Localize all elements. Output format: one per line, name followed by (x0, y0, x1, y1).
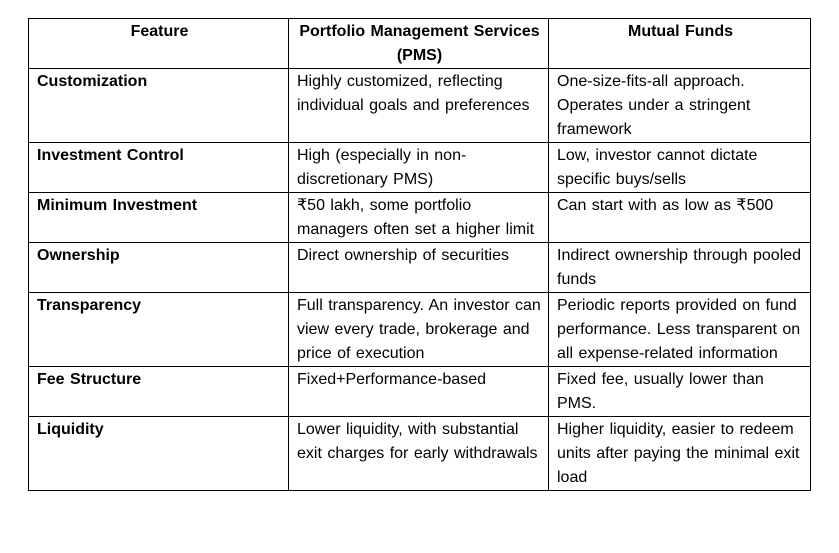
mf-cell: Low, investor cannot dictate specific bu… (548, 142, 811, 193)
table-row: Ownership Direct ownership of securities… (28, 242, 811, 293)
pms-cell: Highly customized, reflecting individual… (288, 68, 549, 143)
pms-cell: Fixed+Performance-based (288, 366, 549, 417)
pms-cell: High (especially in non-discretionary PM… (288, 142, 549, 193)
mf-cell: One-size-fits-all approach. Operates und… (548, 68, 811, 143)
header-mutual-funds: Mutual Funds (548, 18, 811, 69)
pms-cell: ₹50 lakh, some portfolio managers often … (288, 192, 549, 243)
feature-cell: Minimum Investment (28, 192, 289, 243)
comparison-table: Feature Portfolio Management Services (P… (28, 18, 811, 491)
table-row: Fee Structure Fixed+Performance-based Fi… (28, 366, 811, 417)
table-row: Customization Highly customized, reflect… (28, 68, 811, 143)
pms-cell: Direct ownership of securities (288, 242, 549, 293)
feature-cell: Customization (28, 68, 289, 143)
table-row: Transparency Full transparency. An inves… (28, 292, 811, 367)
pms-cell: Full transparency. An investor can view … (288, 292, 549, 367)
feature-cell: Transparency (28, 292, 289, 367)
feature-cell: Investment Control (28, 142, 289, 193)
feature-cell: Liquidity (28, 416, 289, 491)
table-row: Investment Control High (especially in n… (28, 142, 811, 193)
mf-cell: Can start with as low as ₹500 (548, 192, 811, 243)
pms-cell: Lower liquidity, with substantial exit c… (288, 416, 549, 491)
mf-cell: Periodic reports provided on fund perfor… (548, 292, 811, 367)
table-row: Liquidity Lower liquidity, with substant… (28, 416, 811, 491)
mf-cell: Fixed fee, usually lower than PMS. (548, 366, 811, 417)
feature-cell: Ownership (28, 242, 289, 293)
mf-cell: Indirect ownership through pooled funds (548, 242, 811, 293)
mf-cell: Higher liquidity, easier to redeem units… (548, 416, 811, 491)
header-pms: Portfolio Management Services (PMS) (288, 18, 549, 69)
header-row: Feature Portfolio Management Services (P… (28, 18, 811, 69)
feature-cell: Fee Structure (28, 366, 289, 417)
table-row: Minimum Investment ₹50 lakh, some portfo… (28, 192, 811, 243)
header-feature: Feature (28, 18, 289, 69)
